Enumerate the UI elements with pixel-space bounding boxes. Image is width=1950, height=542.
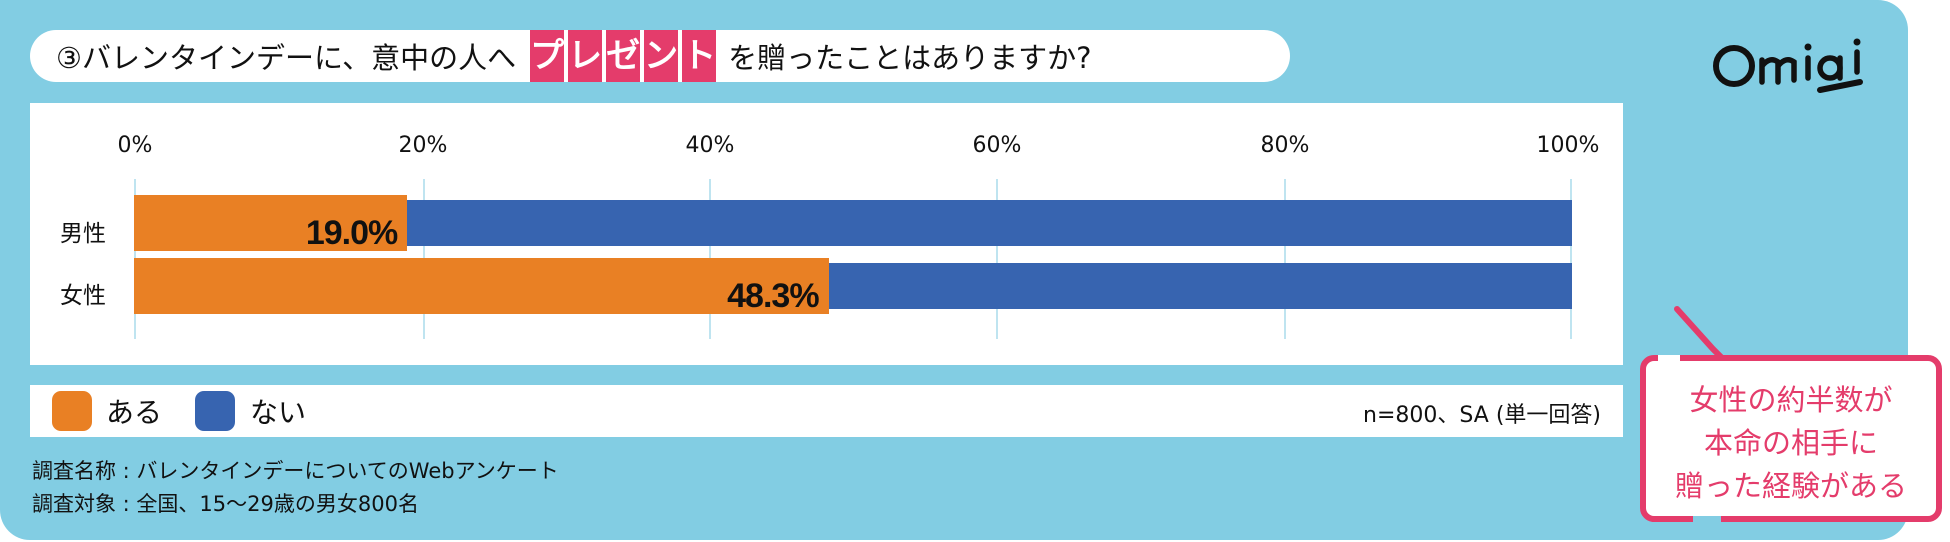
callout-line: 本命の相手に [1703,426,1878,460]
callout-line: 贈った経験がある [1674,469,1907,503]
highlight-char: ゼ [606,30,641,82]
gridline [1570,179,1572,339]
legend-swatch-nai [195,391,235,431]
gridline [1284,179,1286,339]
highlight-char: プ [530,30,565,82]
legend: ある ない n=800、SA (単一回答) [30,385,1623,437]
sample-note: n=800、SA (単一回答) [1363,403,1601,428]
x-tick: 80% [1260,133,1310,158]
x-tick: 20% [398,133,448,158]
bar-segment-aru: 19.0% [134,195,408,252]
data-label: 19.0% [305,214,398,252]
highlight-char: レ [568,30,603,82]
title-suffix: を贈ったことはありますか? [728,41,1092,75]
bar-segment-nai [828,263,1572,309]
x-tick: 100% [1536,133,1600,158]
bar-segment-nai [407,200,1572,246]
bar-male: 19.0% [134,195,1572,252]
title-highlight: プ レ ゼ ン ト [530,30,720,82]
callout-line: 女性の約半数が [1689,383,1893,417]
row-label-female: 女性 [60,283,106,309]
callout-text: 女性の約半数が 本命の相手に 贈った経験がある [1646,379,1936,508]
question-title: ③バレンタインデーに、意中の人へ プ レ ゼ ン ト を贈ったことはありますか? [30,30,1290,82]
highlight-char: ン [644,30,679,82]
omiai-logo [1713,38,1863,93]
legend-label-nai: ない [250,396,307,429]
callout-gap [1658,355,1680,361]
x-tick: 0% [117,133,153,158]
legend-label-aru: ある [106,396,163,429]
survey-name: 調査名称 : バレンタインデーについてのWebアンケート [32,459,559,483]
callout-gap [1693,516,1721,522]
row-label-male: 男性 [60,221,106,247]
bar-chart: 0% 20% 40% 60% 80% 100% 男性 19.0% 女性 48.3… [30,103,1623,365]
gridline [996,179,998,339]
x-tick: 40% [685,133,735,158]
x-tick: 60% [972,133,1022,158]
infographic-panel: ③バレンタインデーに、意中の人へ プ レ ゼ ン ト を贈ったことはありますか?… [0,0,1908,540]
legend-swatch-aru [52,391,92,431]
bar-female: 48.3% [134,258,1572,315]
bar-segment-aru: 48.3% [134,258,829,315]
data-label: 48.3% [727,277,819,315]
callout-box: 女性の約半数が 本命の相手に 贈った経験がある [1640,355,1942,522]
title-prefix: ③バレンタインデーに、意中の人へ [56,41,517,75]
highlight-char: ト [682,30,717,82]
survey-target: 調査対象 : 全国、15〜29歳の男女800名 [32,492,419,516]
